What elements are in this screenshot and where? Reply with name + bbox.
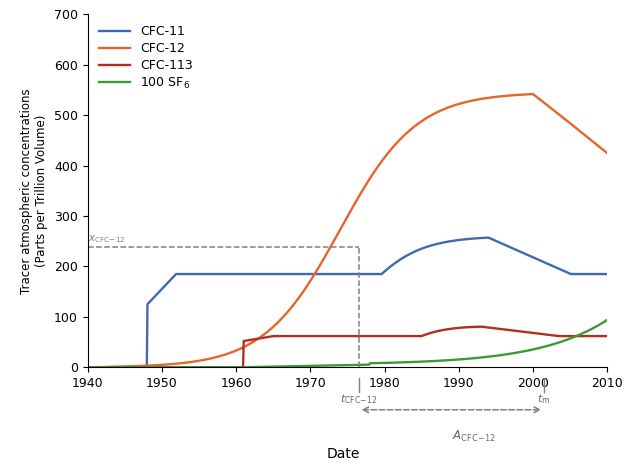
- CFC-12: [399, 134, 407, 139]
- CFC-12: [478, 96, 486, 102]
- Text: $A_\mathrm{CFC\!-\!12}$: $A_\mathrm{CFC\!-\!12}$: [451, 429, 496, 444]
- CFC-11: [603, 271, 611, 277]
- CFC-11: [415, 247, 423, 253]
- CFC-11: [84, 365, 91, 370]
- CFC-11: [116, 365, 123, 370]
- 100 SF$_6$: [386, 360, 393, 365]
- Text: $x_\mathrm{CFC\!-\!12}$: $x_\mathrm{CFC\!-\!12}$: [88, 234, 125, 245]
- 100 SF$_6$: [531, 346, 539, 352]
- Line: CFC-12: CFC-12: [88, 94, 607, 367]
- CFC-11: [485, 235, 492, 241]
- CFC-113: [386, 333, 393, 339]
- CFC-11: [399, 255, 407, 260]
- 100 SF$_6$: [399, 359, 407, 365]
- CFC-113: [116, 365, 123, 370]
- CFC-12: [603, 150, 611, 156]
- 100 SF$_6$: [84, 365, 91, 370]
- CFC-12: [84, 365, 91, 370]
- 100 SF$_6$: [415, 359, 423, 365]
- 100 SF$_6$: [478, 355, 486, 360]
- CFC-113: [84, 365, 91, 370]
- CFC-113: [479, 324, 486, 330]
- CFC-12: [415, 121, 423, 126]
- Line: 100 SF$_6$: 100 SF$_6$: [88, 320, 607, 367]
- Line: CFC-113: CFC-113: [88, 326, 607, 367]
- Y-axis label: Tracer atmospheric concentrations
(Parts per Trillion Volume): Tracer atmospheric concentrations (Parts…: [21, 88, 48, 293]
- CFC-11: [532, 256, 540, 261]
- CFC-113: [415, 333, 423, 339]
- CFC-12: [529, 91, 536, 97]
- CFC-11: [386, 265, 393, 270]
- Line: CFC-11: CFC-11: [88, 238, 607, 367]
- CFC-113: [399, 333, 407, 339]
- CFC-11: [478, 235, 486, 241]
- Legend: CFC-11, CFC-12, CFC-113, 100 SF$_6$: CFC-11, CFC-12, CFC-113, 100 SF$_6$: [94, 20, 198, 96]
- CFC-12: [386, 148, 393, 154]
- CFC-113: [532, 331, 540, 336]
- CFC-113: [477, 324, 485, 329]
- 100 SF$_6$: [603, 317, 611, 323]
- 100 SF$_6$: [116, 365, 123, 370]
- CFC-113: [603, 333, 611, 339]
- Text: Date: Date: [327, 447, 361, 461]
- CFC-12: [116, 364, 123, 369]
- Text: $t_\mathrm{m}$: $t_\mathrm{m}$: [538, 392, 551, 406]
- CFC-12: [532, 93, 540, 99]
- Text: $t_\mathrm{CFC\!-\!12}$: $t_\mathrm{CFC\!-\!12}$: [340, 392, 377, 406]
